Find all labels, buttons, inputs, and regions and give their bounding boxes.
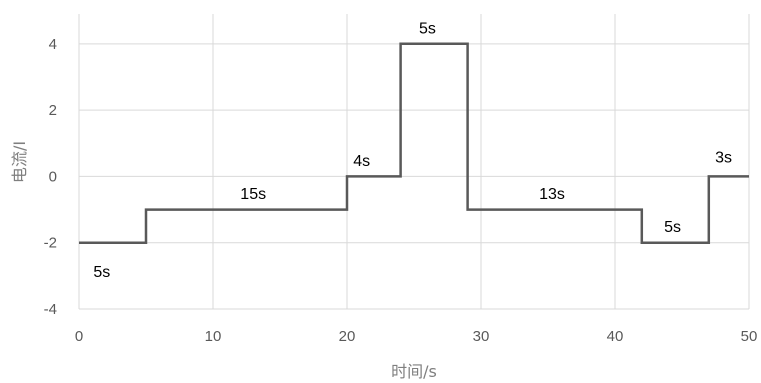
y-tick-label: -2 — [44, 235, 57, 252]
annotations: 5s 15s 4s 5s 13s 5s 3s — [93, 20, 732, 281]
y-tick-label: 4 — [49, 36, 57, 53]
duration-annotation: 4s — [353, 153, 370, 170]
y-tick-label: 0 — [49, 168, 57, 185]
duration-annotation: 13s — [539, 186, 565, 203]
series-line — [79, 42, 749, 244]
series-layer — [79, 42, 749, 244]
gridlines — [79, 14, 750, 309]
y-tick-label: 2 — [49, 102, 57, 119]
y-axis-title: 电流/I — [10, 141, 29, 183]
duration-annotation: 3s — [715, 150, 732, 167]
x-tick-label: 40 — [607, 328, 624, 345]
x-tick-labels: 0 10 20 30 40 50 — [75, 328, 758, 345]
duration-annotation: 15s — [240, 186, 266, 203]
x-tick-label: 50 — [741, 328, 758, 345]
x-tick-label: 20 — [339, 328, 356, 345]
x-tick-label: 30 — [473, 328, 490, 345]
x-axis-title: 时间/s — [391, 362, 437, 381]
duration-annotation: 5s — [664, 219, 681, 236]
x-tick-label: 10 — [205, 328, 222, 345]
x-tick-label: 0 — [75, 328, 83, 345]
duration-annotation: 5s — [419, 20, 436, 37]
y-tick-labels: -4 -2 0 2 4 — [44, 36, 57, 318]
y-tick-label: -4 — [44, 301, 57, 318]
axes — [78, 14, 749, 310]
duration-annotation: 5s — [93, 264, 110, 281]
